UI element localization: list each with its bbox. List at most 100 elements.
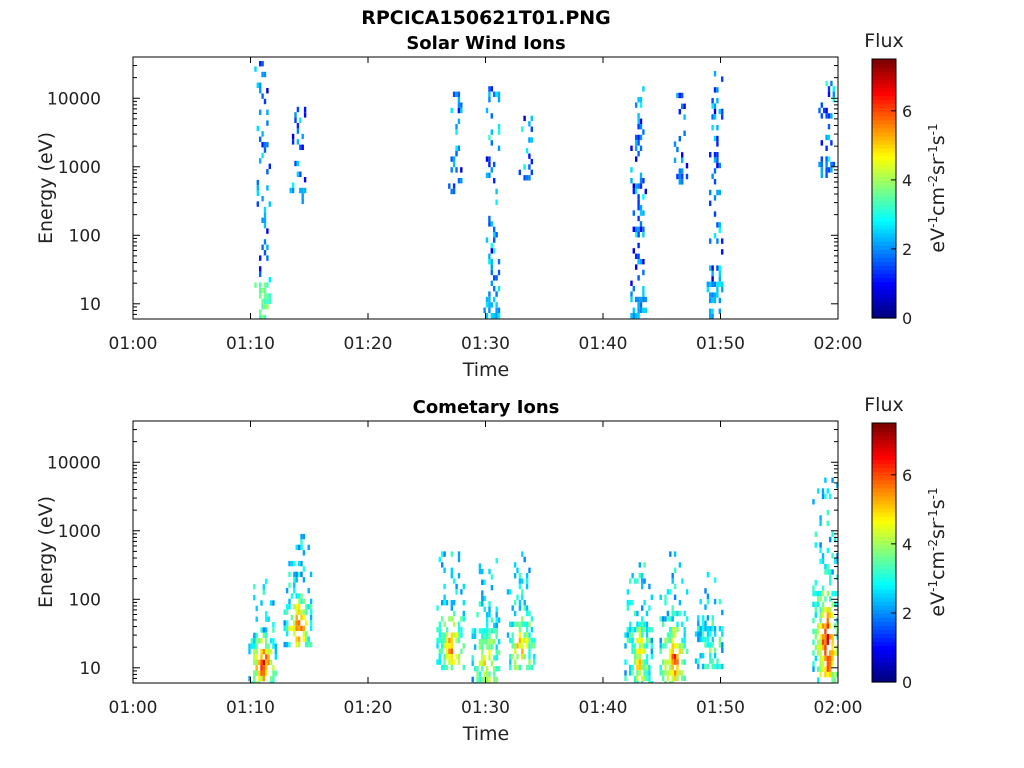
flux-cell bbox=[485, 237, 489, 243]
flux-cell bbox=[642, 296, 645, 303]
flux-cell bbox=[485, 622, 489, 629]
flux-cell bbox=[294, 117, 297, 123]
colorbar-segment bbox=[872, 592, 896, 598]
flux-cell bbox=[829, 493, 832, 500]
flux-cell bbox=[637, 183, 640, 189]
colorbar-segment bbox=[872, 552, 896, 558]
flux-cell bbox=[253, 654, 256, 660]
flux-cell bbox=[706, 636, 710, 643]
flux-cell bbox=[823, 107, 826, 114]
flux-cell bbox=[266, 293, 269, 299]
flux-cell bbox=[820, 172, 823, 178]
flux-cell bbox=[506, 632, 510, 638]
flux-cell bbox=[631, 627, 634, 633]
flux-cell bbox=[709, 265, 712, 271]
burst bbox=[812, 477, 841, 683]
flux-cell bbox=[255, 638, 258, 644]
flux-cell bbox=[490, 167, 493, 173]
flux-cell bbox=[453, 578, 456, 584]
flux-cell bbox=[265, 643, 268, 649]
flux-cell bbox=[521, 637, 524, 644]
flux-cell bbox=[831, 650, 834, 656]
flux-cell bbox=[513, 562, 517, 568]
flux-cell bbox=[268, 298, 271, 304]
flux-cell bbox=[450, 648, 453, 654]
flux-cell bbox=[676, 670, 679, 676]
flux-cell bbox=[443, 621, 446, 627]
flux-cell bbox=[633, 648, 637, 654]
flux-cell bbox=[485, 156, 489, 162]
flux-cell bbox=[495, 622, 498, 629]
flux-cell bbox=[683, 643, 686, 649]
flux-cell bbox=[497, 97, 501, 103]
colorbar-segment bbox=[872, 208, 896, 214]
flux-cell bbox=[638, 627, 641, 633]
flux-cell bbox=[493, 161, 496, 168]
flux-cell bbox=[518, 578, 522, 584]
flux-cell bbox=[307, 587, 310, 594]
flux-cell bbox=[438, 637, 441, 644]
flux-cell bbox=[525, 621, 529, 627]
flux-cell bbox=[839, 569, 841, 574]
flux-cell bbox=[713, 281, 717, 287]
flux-cell bbox=[718, 626, 722, 632]
flux-cell bbox=[669, 681, 672, 683]
flux-cell bbox=[704, 626, 707, 632]
flux-cell bbox=[453, 600, 456, 606]
flux-cell bbox=[632, 183, 635, 189]
flux-cell bbox=[481, 676, 484, 683]
flux-cell bbox=[493, 671, 496, 677]
flux-cell bbox=[664, 643, 667, 649]
flux-cell bbox=[819, 661, 822, 667]
flux-cell bbox=[631, 573, 634, 579]
flux-cell bbox=[681, 659, 684, 665]
x-tick-label: 01:30 bbox=[461, 334, 510, 354]
flux-cell bbox=[831, 682, 834, 683]
flux-cell bbox=[485, 676, 489, 683]
flux-cell bbox=[485, 671, 489, 677]
flux-cell bbox=[701, 636, 705, 643]
flux-cell bbox=[261, 304, 264, 310]
flux-cell bbox=[697, 631, 700, 637]
flux-cell bbox=[819, 596, 822, 602]
flux-cell bbox=[302, 614, 306, 621]
flux-cell bbox=[681, 648, 684, 654]
x-tick-label: 02:00 bbox=[814, 334, 863, 354]
colorbar-segment bbox=[872, 621, 896, 626]
flux-cell bbox=[516, 567, 519, 573]
flux-cell bbox=[671, 578, 674, 584]
flux-cell bbox=[528, 664, 531, 671]
flux-cell bbox=[259, 61, 262, 67]
flux-cell bbox=[678, 179, 681, 185]
flux-cell bbox=[528, 648, 531, 654]
flux-cell bbox=[669, 654, 672, 660]
flux-cell bbox=[525, 148, 529, 154]
flux-cell bbox=[641, 637, 644, 644]
flux-cell bbox=[495, 91, 498, 97]
flux-cell bbox=[305, 636, 308, 642]
flux-cell bbox=[635, 232, 638, 238]
flux-cell bbox=[521, 594, 524, 600]
flux-cell bbox=[718, 281, 721, 287]
flux-cell bbox=[443, 637, 446, 644]
flux-cell bbox=[713, 626, 717, 632]
flux-cell bbox=[819, 639, 822, 645]
flux-cell bbox=[523, 600, 526, 606]
flux-cell bbox=[266, 244, 269, 250]
flux-cell bbox=[826, 607, 829, 613]
flux-cell bbox=[821, 607, 825, 613]
flux-cell bbox=[673, 654, 677, 660]
colorbar-segment bbox=[872, 123, 896, 129]
flux-cell bbox=[497, 286, 501, 292]
flux-cell bbox=[473, 633, 477, 639]
flux-cell bbox=[490, 269, 493, 276]
flux-cell bbox=[669, 632, 672, 638]
flux-cell bbox=[448, 654, 451, 660]
colorbar-segment bbox=[872, 180, 896, 186]
flux-cell bbox=[483, 671, 486, 677]
flux-cell bbox=[706, 642, 710, 648]
flux-cell bbox=[713, 577, 717, 583]
flux-cell bbox=[676, 92, 679, 99]
flux-cell bbox=[639, 102, 643, 108]
flux-cell bbox=[450, 188, 453, 195]
